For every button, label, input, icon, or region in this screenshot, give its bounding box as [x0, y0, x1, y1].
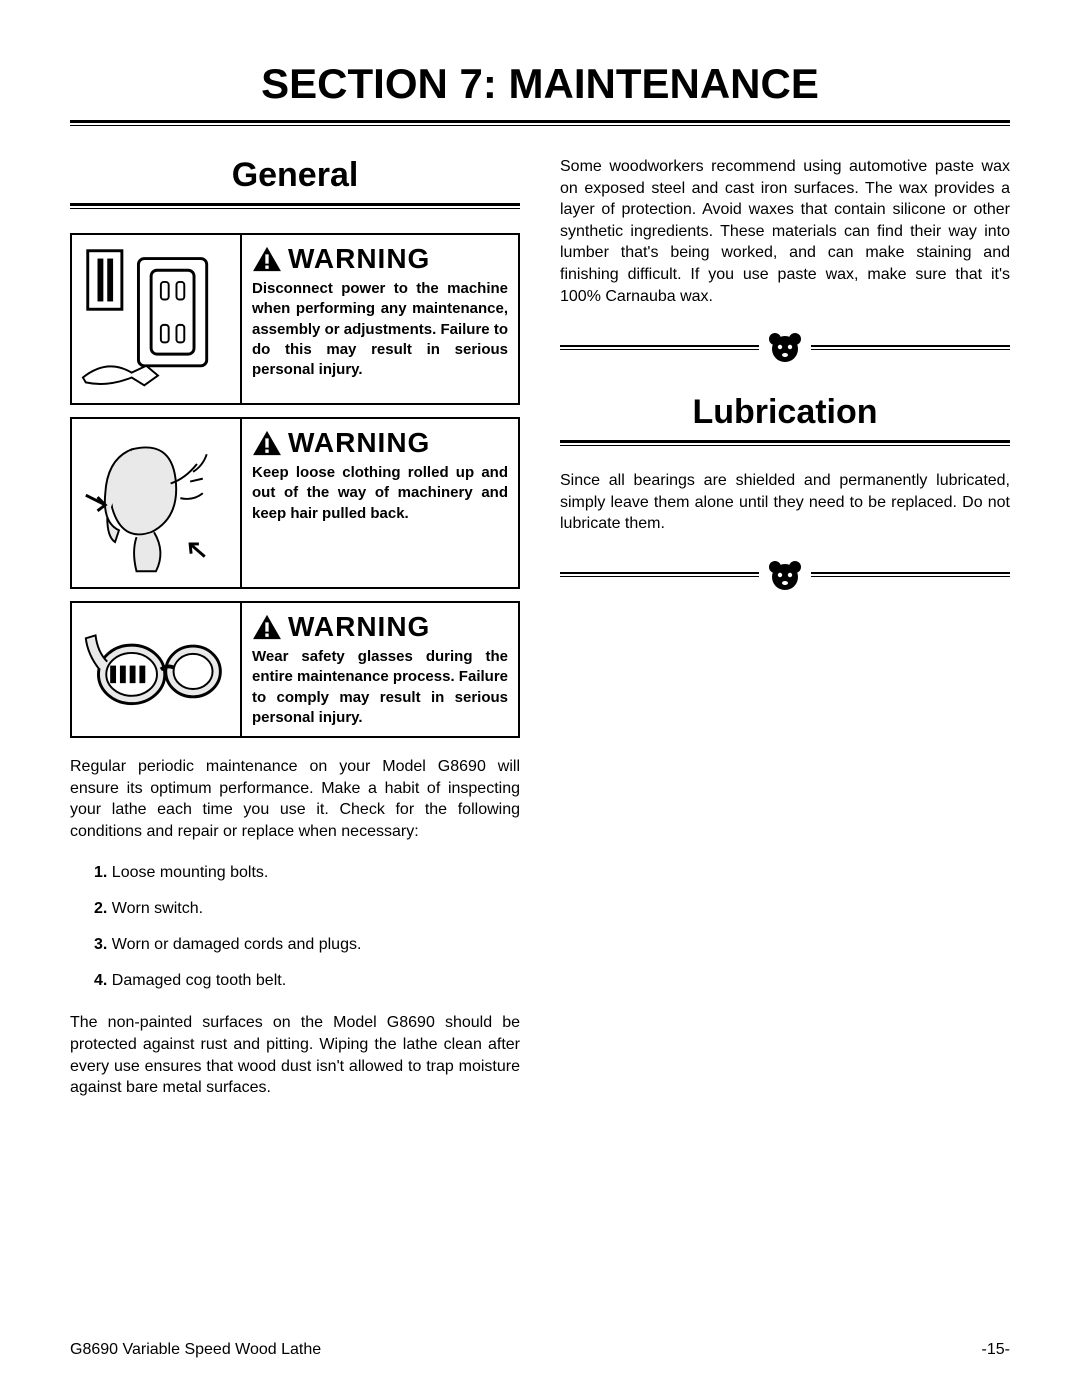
left-column: General [70, 156, 520, 1099]
page-title: SECTION 7: MAINTENANCE [70, 60, 1010, 108]
warning-box-loose-clothing: WARNING Keep loose clothing rolled up an… [70, 417, 520, 589]
goggles-illustration [72, 603, 242, 736]
warning-body-text: Keep loose clothing rolled up and out of… [252, 463, 508, 524]
lubrication-divider [560, 440, 1010, 446]
title-divider [70, 120, 1010, 126]
hair-illustration [72, 419, 242, 587]
bear-icon [767, 557, 803, 593]
warning-label: WARNING [252, 243, 508, 275]
warning-label: WARNING [252, 611, 508, 643]
warning-box-safety-glasses: WARNING Wear safety glasses during the e… [70, 601, 520, 738]
warning-label: WARNING [252, 427, 508, 459]
outlet-illustration [72, 235, 242, 403]
content-columns: General [70, 156, 1010, 1099]
section-divider-ornament [560, 557, 1010, 593]
bear-icon [767, 329, 803, 365]
maintenance-intro-text: Regular periodic maintenance on your Mod… [70, 756, 520, 842]
list-item: 1. Loose mounting bolts. [94, 864, 520, 882]
right-column: Some woodworkers recommend using automot… [560, 156, 1010, 1099]
list-item: 3. Worn or damaged cords and plugs. [94, 936, 520, 954]
page-footer: G8690 Variable Speed Wood Lathe -15- [70, 1341, 1010, 1359]
warning-triangle-icon [252, 246, 282, 272]
wax-text: Some woodworkers recommend using automot… [560, 156, 1010, 307]
warning-triangle-icon [252, 430, 282, 456]
warning-box-disconnect-power: WARNING Disconnect power to the machine … [70, 233, 520, 405]
warning-label-text: WARNING [288, 243, 430, 275]
list-item: 2. Worn switch. [94, 900, 520, 918]
lubrication-text: Since all bearings are shielded and perm… [560, 470, 1010, 535]
warning-label-text: WARNING [288, 427, 430, 459]
rust-protection-text: The non-painted surfaces on the Model G8… [70, 1012, 520, 1098]
lubrication-heading: Lubrication [560, 393, 1010, 432]
general-heading: General [70, 156, 520, 195]
warning-body-text: Disconnect power to the machine when per… [252, 279, 508, 380]
footer-page-number: -15- [982, 1341, 1010, 1359]
warning-label-text: WARNING [288, 611, 430, 643]
list-item: 4. Damaged cog tooth belt. [94, 972, 520, 990]
section-divider-ornament [560, 329, 1010, 365]
warning-triangle-icon [252, 614, 282, 640]
general-divider [70, 203, 520, 209]
warning-body-text: Wear safety glasses during the entire ma… [252, 647, 508, 728]
footer-product-name: G8690 Variable Speed Wood Lathe [70, 1341, 321, 1359]
maintenance-checklist: 1. Loose mounting bolts. 2. Worn switch.… [94, 864, 520, 990]
